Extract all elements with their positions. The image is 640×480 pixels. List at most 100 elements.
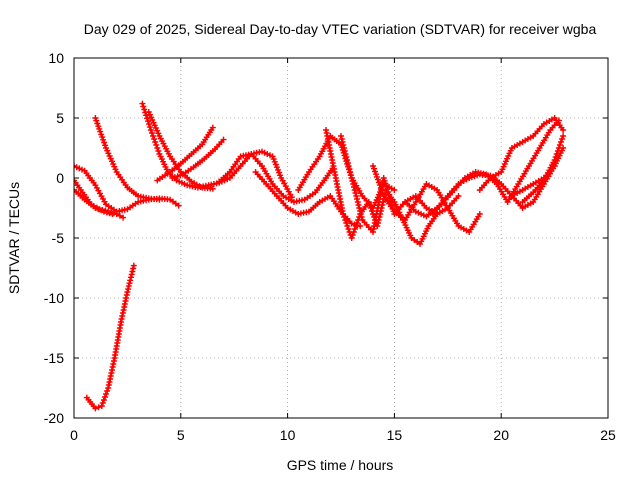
data-point: [553, 151, 560, 157]
data-point: [455, 193, 462, 199]
data-point: [369, 208, 375, 214]
data-point: [102, 394, 108, 400]
data-point: [560, 127, 567, 133]
x-axis-label: GPS time / hours: [287, 457, 394, 473]
y-tick-label: -15: [44, 350, 64, 366]
data-point: [354, 196, 360, 202]
y-tick-label: -10: [44, 290, 64, 306]
x-tick-label: 25: [600, 427, 616, 443]
data-point: [107, 373, 114, 379]
data-point: [98, 403, 105, 409]
data-point: [373, 173, 380, 180]
series-track-1: [74, 163, 182, 215]
data-point: [356, 205, 363, 211]
data-point: [350, 229, 357, 235]
tick-layer: 0 5 10 15 20 25 -20 -15 -10 -5 0 5 10: [44, 50, 616, 443]
data-point: [150, 133, 156, 139]
data-point: [209, 124, 216, 131]
data-point: [384, 188, 391, 195]
chart-title: Day 029 of 2025, Sidereal Day-to-day VTE…: [84, 21, 597, 37]
data-point: [109, 211, 116, 217]
data-point: [100, 208, 107, 215]
data-point: [92, 205, 99, 211]
y-axis-label: SDTVAR / TECUs: [6, 182, 22, 294]
data-point: [383, 183, 390, 190]
data-point: [349, 178, 356, 184]
data-point: [124, 289, 131, 295]
x-tick-label: 0: [70, 427, 78, 443]
data-point: [366, 202, 373, 208]
data-point: [141, 106, 148, 113]
series-trace: [85, 264, 135, 410]
data-point: [345, 226, 352, 232]
data-point: [357, 211, 364, 217]
data-point: [103, 391, 109, 397]
data-point: [344, 223, 351, 229]
data-point: [476, 211, 483, 217]
data-point: [146, 121, 152, 128]
data-point: [391, 187, 398, 193]
data-point: [344, 157, 351, 163]
data-point: [354, 220, 360, 226]
data-point: [151, 136, 158, 142]
data-point: [95, 404, 102, 411]
data-point: [101, 139, 108, 146]
data-point: [347, 172, 354, 178]
series-track-4: [92, 115, 163, 203]
series-track-5: [83, 262, 137, 412]
data-point: [100, 397, 107, 403]
data-point: [559, 136, 566, 142]
data-point: [346, 166, 353, 172]
data-point: [342, 217, 349, 223]
data-point: [385, 191, 392, 198]
data-point: [365, 199, 372, 205]
data-point: [375, 179, 382, 186]
series-track-8: [154, 124, 216, 184]
data-point: [343, 220, 350, 226]
data-point: [556, 142, 563, 148]
data-point: [382, 180, 389, 187]
data-point: [348, 220, 355, 227]
data-point: [351, 187, 358, 193]
data-point: [120, 214, 127, 221]
data-point: [353, 223, 359, 229]
data-point: [139, 100, 146, 107]
data-point: [350, 181, 357, 187]
x-tick-label: 10: [280, 427, 296, 443]
data-point: [95, 206, 102, 213]
y-tick-label: 5: [56, 110, 64, 126]
series-track-17: [429, 117, 562, 217]
data-point: [127, 277, 134, 284]
data-point: [130, 262, 137, 269]
data-point: [116, 212, 123, 219]
data-point: [380, 175, 387, 181]
y-tick-label: 10: [48, 50, 64, 66]
data-point: [269, 153, 276, 160]
data-point: [93, 117, 100, 124]
data-point: [147, 127, 154, 133]
data-point: [171, 174, 178, 181]
x-tick-label: 20: [493, 427, 509, 443]
data-point: [97, 128, 104, 135]
data-point: [558, 139, 564, 145]
data-point: [144, 115, 151, 122]
data-point: [554, 148, 561, 154]
data-point: [98, 207, 105, 214]
data-point: [378, 187, 385, 194]
series-track-9: [169, 136, 227, 181]
grid-layer: [74, 58, 608, 418]
data-point: [103, 209, 110, 216]
data-point: [145, 118, 151, 125]
data-point: [339, 139, 346, 145]
y-tick-label: -5: [52, 230, 65, 246]
data-point: [355, 202, 362, 208]
data-point: [104, 388, 111, 394]
data-point: [555, 145, 562, 151]
series-track-7: [145, 109, 216, 192]
data-point: [96, 125, 103, 132]
data-point: [123, 295, 130, 301]
data-point: [338, 133, 344, 139]
y-tick-label: -20: [44, 410, 64, 426]
data-point: [98, 131, 105, 138]
